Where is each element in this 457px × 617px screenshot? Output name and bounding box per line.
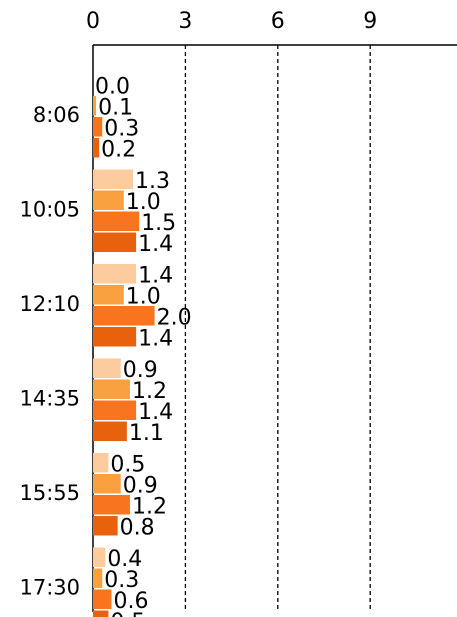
data-label: 0.3 bbox=[104, 117, 139, 142]
x-tick-label: 9 bbox=[363, 9, 377, 34]
data-label: 1.4 bbox=[138, 232, 173, 257]
data-label: 0.3 bbox=[104, 568, 139, 593]
category-label: 8:06 bbox=[33, 103, 80, 127]
category-label: 10:05 bbox=[19, 198, 80, 222]
data-label: 1.2 bbox=[132, 379, 167, 404]
data-label: 0.5 bbox=[110, 610, 145, 617]
bar bbox=[93, 495, 130, 515]
bar bbox=[93, 516, 118, 536]
category-label: 15:55 bbox=[19, 481, 80, 505]
data-label: 0.1 bbox=[98, 96, 133, 121]
category-label: 17:30 bbox=[19, 576, 80, 600]
data-label: 1.5 bbox=[141, 211, 176, 236]
bar bbox=[93, 327, 137, 347]
data-label: 1.3 bbox=[135, 169, 170, 194]
data-label: 0.4 bbox=[107, 547, 142, 572]
data-label: 0.6 bbox=[113, 589, 148, 614]
bar bbox=[93, 400, 137, 420]
data-label: 2.0 bbox=[157, 306, 192, 331]
data-label: 1.1 bbox=[129, 421, 164, 446]
data-label: 0.2 bbox=[101, 138, 136, 163]
data-label: 0.8 bbox=[120, 516, 155, 541]
bar bbox=[93, 306, 155, 326]
data-label: 1.0 bbox=[126, 190, 161, 215]
bar bbox=[93, 421, 127, 441]
bar bbox=[93, 211, 140, 231]
bar bbox=[93, 474, 121, 494]
x-tick-label: 0 bbox=[86, 9, 100, 34]
bar bbox=[93, 138, 100, 158]
data-label: 1.2 bbox=[132, 495, 167, 520]
bar bbox=[93, 358, 121, 378]
data-label: 0.9 bbox=[123, 358, 158, 383]
bar bbox=[93, 589, 112, 609]
bar bbox=[93, 232, 137, 252]
bar bbox=[93, 285, 124, 305]
bar bbox=[93, 379, 130, 399]
bar bbox=[93, 547, 106, 567]
bar bbox=[93, 568, 103, 588]
bar bbox=[93, 96, 97, 116]
bar bbox=[93, 453, 109, 473]
bar bbox=[93, 169, 134, 189]
data-label: 0.5 bbox=[110, 453, 145, 478]
bar bbox=[93, 190, 124, 210]
category-label: 12:10 bbox=[19, 292, 80, 316]
data-label: 1.0 bbox=[126, 285, 161, 310]
x-tick-label: 6 bbox=[271, 9, 285, 34]
data-label: 1.4 bbox=[138, 264, 173, 289]
x-tick-label: 3 bbox=[178, 9, 192, 34]
data-label: 0.9 bbox=[123, 474, 158, 499]
x-tick-label: 1 bbox=[456, 9, 457, 34]
bar bbox=[93, 610, 109, 617]
category-label: 14:35 bbox=[19, 387, 80, 411]
data-label: 1.4 bbox=[138, 327, 173, 352]
data-label: 0.0 bbox=[95, 75, 130, 100]
data-label: 1.4 bbox=[138, 400, 173, 425]
bar bbox=[93, 117, 103, 137]
bar bbox=[93, 264, 137, 284]
